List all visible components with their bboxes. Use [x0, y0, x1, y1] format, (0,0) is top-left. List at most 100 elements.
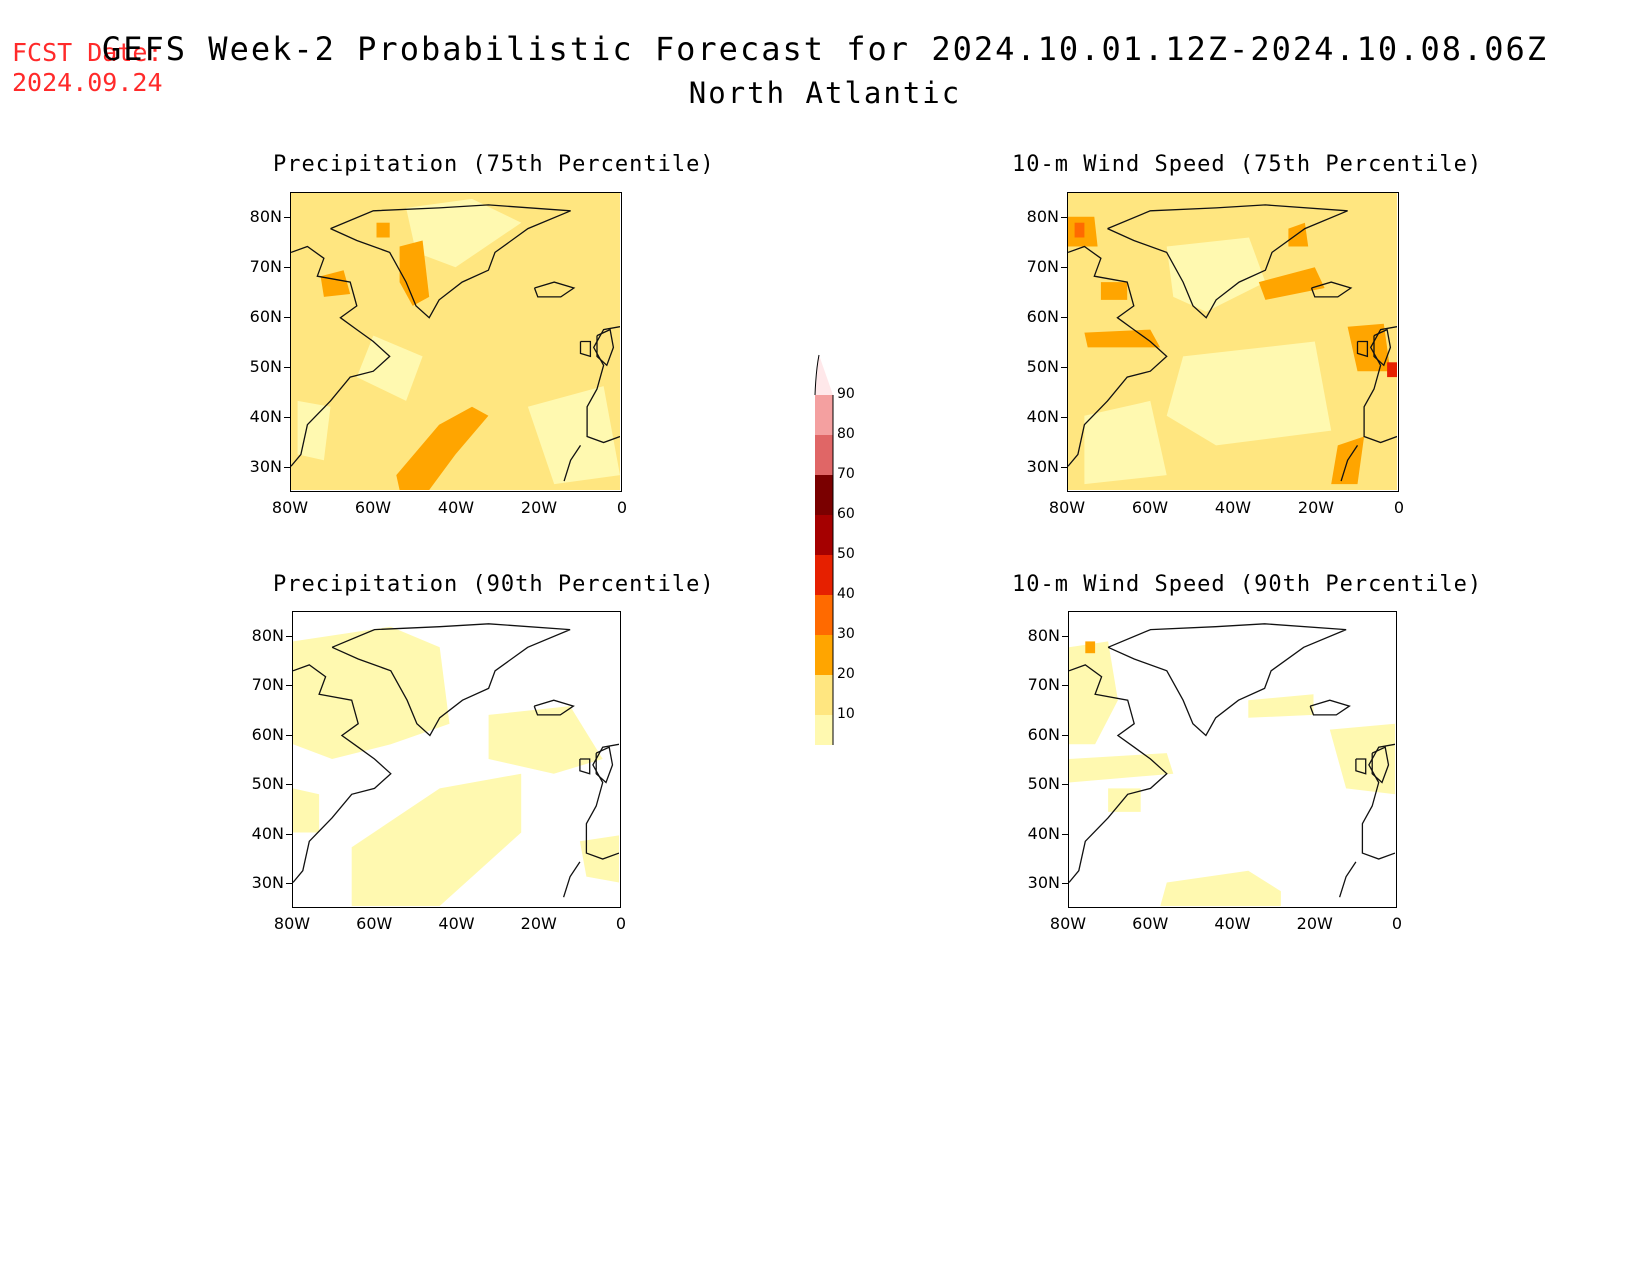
- probability-contour: [351, 773, 522, 906]
- longitude-tick-label: 80W: [1049, 914, 1087, 933]
- coastline: [1309, 699, 1351, 716]
- latitude-tick-label: 80N: [1026, 207, 1059, 226]
- latitude-tick-label: 60N: [1026, 307, 1059, 326]
- map-frame: [1067, 192, 1399, 492]
- coastline: [1069, 664, 1168, 883]
- colorbar-segment: [815, 555, 833, 595]
- probability-contour: [356, 335, 423, 401]
- coastline: [1356, 340, 1369, 358]
- latitude-tick: [1061, 467, 1067, 468]
- longitude-tick-label: 60W: [1132, 914, 1169, 933]
- probability-contour: [527, 386, 620, 485]
- colorbar-segment: [815, 675, 833, 715]
- region-subtitle: North Atlantic: [688, 76, 962, 110]
- panel-title: Precipitation (90th Percentile): [273, 572, 715, 597]
- panel-title: 10-m Wind Speed (90th Percentile): [1012, 572, 1483, 597]
- latitude-tick-label: 50N: [1026, 357, 1059, 376]
- latitude-tick: [286, 833, 292, 835]
- colorbar-level-label: 30: [837, 626, 855, 642]
- coastline: [585, 743, 619, 860]
- probability-contour: [293, 788, 320, 833]
- colorbar-level-label: 50: [837, 546, 855, 562]
- coastline: [563, 445, 582, 482]
- page-title: GEFS Week-2 Probabilistic Forecast for 2…: [101, 30, 1549, 68]
- probability-contour: [1069, 641, 1118, 745]
- map-frame: [290, 192, 622, 492]
- coastline: [330, 204, 571, 319]
- longitude-tick-label: 80W: [273, 914, 311, 933]
- longitude-tick-label: 40W: [437, 498, 475, 517]
- latitude-tick: [284, 467, 290, 468]
- longitude-tick-label: 0: [616, 498, 628, 517]
- probability-contour: [320, 270, 351, 297]
- panel-title: Precipitation (75th Percentile): [273, 152, 715, 177]
- latitude-tick: [1061, 317, 1067, 318]
- latitude-tick: [286, 734, 292, 736]
- colorbar-top-edge: [814, 354, 820, 396]
- latitude-tick-label: 40N: [249, 407, 282, 426]
- colorbar-level-label: 70: [837, 466, 855, 482]
- coastline: [1338, 861, 1357, 898]
- colorbar-segment: [815, 715, 833, 755]
- coastline: [533, 699, 575, 716]
- longitude-tick-label: 80W: [271, 498, 309, 517]
- map-canvas: [1069, 612, 1395, 906]
- latitude-tick-label: 60N: [249, 307, 282, 326]
- latitude-tick-label: 70N: [251, 675, 284, 695]
- longitude-tick-label: 0: [1393, 498, 1405, 517]
- probability-contour: [488, 706, 603, 774]
- latitude-tick: [1061, 367, 1067, 368]
- probability-contour: [1347, 323, 1391, 372]
- latitude-tick-label: 40N: [251, 823, 284, 843]
- probability-contour: [406, 198, 522, 268]
- latitude-tick: [1061, 267, 1067, 268]
- probability-contour: [376, 222, 390, 238]
- map-frame: [1068, 611, 1397, 908]
- colorbar: [814, 354, 834, 796]
- colorbar-segment: [815, 435, 833, 475]
- colorbar-level-label: 20: [837, 666, 855, 682]
- latitude-tick-label: 30N: [1026, 457, 1059, 476]
- latitude-tick-label: 60N: [251, 724, 284, 744]
- map-canvas: [291, 193, 620, 490]
- latitude-tick: [286, 784, 292, 786]
- latitude-tick-label: 50N: [1027, 774, 1060, 794]
- forecast-date-label: FCST Date:: [12, 38, 163, 67]
- latitude-tick-label: 80N: [249, 207, 282, 226]
- colorbar-segment: [815, 515, 833, 555]
- colorbar-level-label: 60: [837, 506, 855, 522]
- probability-contour: [399, 240, 430, 306]
- coastline: [533, 281, 576, 298]
- longitude-tick-label: 20W: [1296, 914, 1333, 933]
- map-frame: [292, 611, 621, 908]
- longitude-tick-label: 60W: [356, 914, 393, 933]
- colorbar-segment: [815, 355, 833, 395]
- probability-contour: [1084, 400, 1167, 485]
- probability-contour: [579, 835, 619, 883]
- probability-contour: [1258, 267, 1325, 300]
- colorbar-level-label: 80: [837, 426, 855, 442]
- latitude-tick: [1062, 784, 1068, 786]
- forecast-date-block: FCST Date: 2024.09.24: [12, 38, 163, 98]
- latitude-tick: [284, 317, 290, 318]
- coastline: [293, 664, 392, 883]
- coastline: [291, 245, 391, 467]
- probability-contour: [1100, 282, 1128, 300]
- latitude-tick: [1062, 883, 1068, 885]
- coastline: [586, 326, 620, 444]
- latitude-tick: [284, 417, 290, 418]
- longitude-tick-label: 20W: [1297, 498, 1335, 517]
- latitude-tick: [1061, 217, 1067, 218]
- longitude-tick-label: 0: [1391, 914, 1403, 933]
- coastline: [1355, 758, 1367, 775]
- colorbar-level-label: 90: [837, 386, 855, 402]
- latitude-tick: [1061, 417, 1067, 418]
- color-scale-legend: 10 20 30 40 50 60 70 80 90: [800, 335, 880, 796]
- longitude-tick-label: 40W: [438, 914, 475, 933]
- longitude-tick-label: 60W: [1131, 498, 1169, 517]
- longitude-tick-label: 20W: [520, 914, 557, 933]
- latitude-tick-label: 70N: [1027, 675, 1060, 695]
- coastline: [1310, 281, 1353, 298]
- latitude-tick-label: 80N: [1027, 625, 1060, 645]
- map-canvas: [293, 612, 619, 906]
